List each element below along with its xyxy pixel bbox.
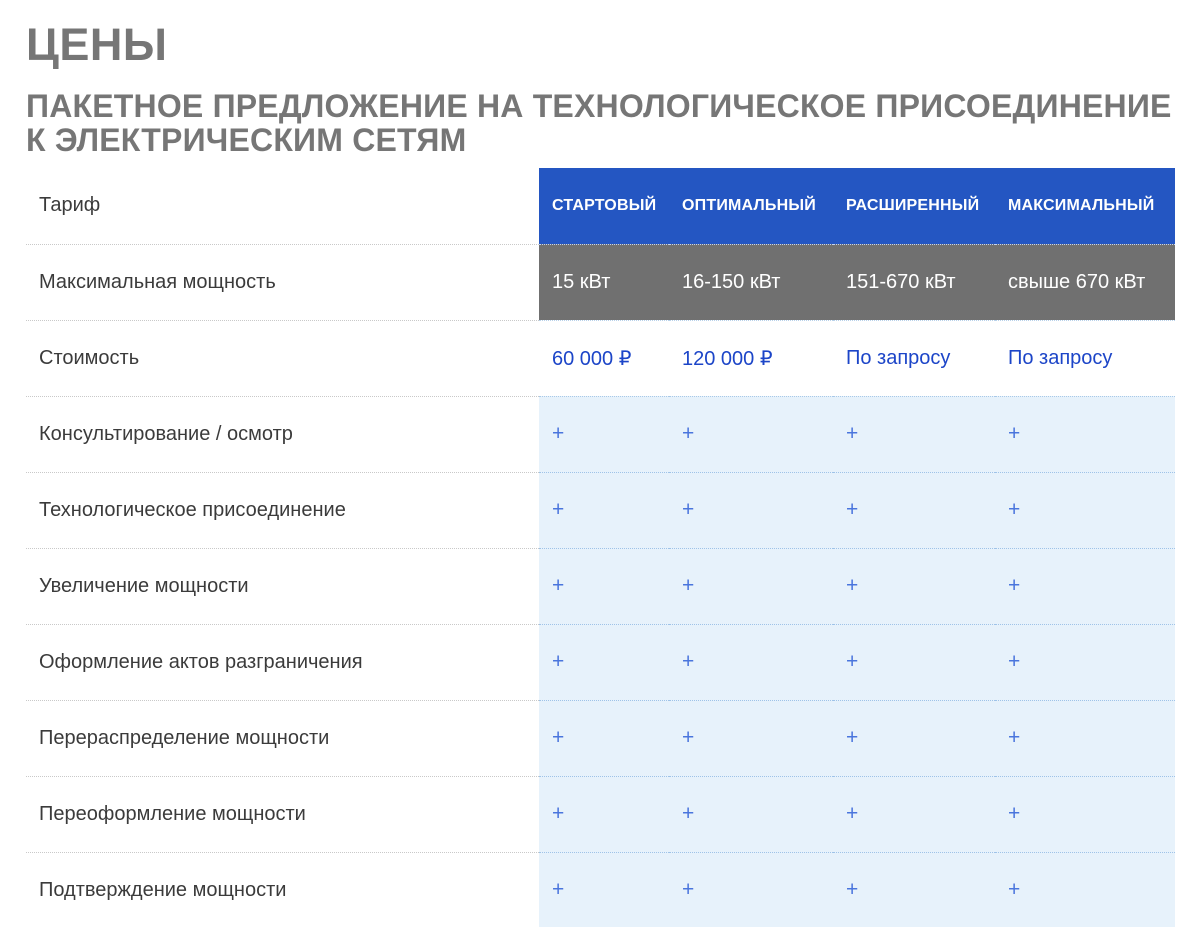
feature-plus-cell: +	[539, 624, 669, 701]
power-value-cell: 151-670 кВт	[833, 244, 995, 321]
price-value-cell: По запросу	[833, 320, 995, 397]
feature-row: Увеличение мощности + + + +	[26, 548, 1175, 625]
feature-row: Перераспределение мощности + + + +	[26, 700, 1175, 777]
feature-row: Консультирование / осмотр + + + +	[26, 396, 1175, 473]
feature-plus-cell: +	[995, 472, 1175, 549]
price-row: Стоимость 60 000 ₽ 120 000 ₽ По запросу …	[26, 320, 1175, 397]
feature-plus-cell: +	[833, 472, 995, 549]
feature-row: Технологическое присоединение + + + +	[26, 472, 1175, 549]
power-value-cell: 15 кВт	[539, 244, 669, 321]
feature-row: Переоформление мощности + + + +	[26, 776, 1175, 853]
pricing-table: Тариф СТАРТОВЫЙ ОПТИМАЛЬНЫЙ РАСШИРЕННЫЙ …	[26, 168, 1175, 927]
feature-plus-cell: +	[539, 700, 669, 777]
plan-header-optimalny: ОПТИМАЛЬНЫЙ	[669, 168, 833, 245]
max-power-row: Максимальная мощность 15 кВт 16-150 кВт …	[26, 244, 1175, 321]
price-value-cell: 120 000 ₽	[669, 320, 833, 397]
row-label-price: Стоимость	[26, 320, 539, 397]
feature-plus-cell: +	[833, 396, 995, 473]
feature-plus-cell: +	[995, 852, 1175, 927]
feature-plus-cell: +	[539, 396, 669, 473]
feature-plus-cell: +	[995, 776, 1175, 853]
feature-plus-cell: +	[995, 548, 1175, 625]
row-label-power-reissue: Переоформление мощности	[26, 776, 539, 853]
feature-plus-cell: +	[995, 624, 1175, 701]
row-label-consulting: Консультирование / осмотр	[26, 396, 539, 473]
feature-row: Оформление актов разграничения + + + +	[26, 624, 1175, 701]
row-label-delimitation-acts: Оформление актов разграничения	[26, 624, 539, 701]
price-value-cell: По запросу	[995, 320, 1175, 397]
feature-plus-cell: +	[669, 700, 833, 777]
row-label-power-redistribution: Перераспределение мощности	[26, 700, 539, 777]
feature-plus-cell: +	[833, 852, 995, 927]
feature-plus-cell: +	[669, 852, 833, 927]
row-label-power-increase: Увеличение мощности	[26, 548, 539, 625]
feature-plus-cell: +	[539, 852, 669, 927]
feature-plus-cell: +	[669, 472, 833, 549]
power-value-cell: 16-150 кВт	[669, 244, 833, 321]
feature-plus-cell: +	[539, 548, 669, 625]
page-subtitle-line-2: К ЭЛЕКТРИЧЕСКИМ СЕТЯМ	[26, 122, 467, 158]
row-label-tech-connection: Технологическое присоединение	[26, 472, 539, 549]
page-subtitle-line-1: ПАКЕТНОЕ ПРЕДЛОЖЕНИЕ НА ТЕХНОЛОГИЧЕСКОЕ …	[26, 88, 1172, 124]
feature-plus-cell: +	[669, 396, 833, 473]
feature-plus-cell: +	[833, 700, 995, 777]
feature-plus-cell: +	[833, 624, 995, 701]
page-subtitle: ПАКЕТНОЕ ПРЕДЛОЖЕНИЕ НА ТЕХНОЛОГИЧЕСКОЕ …	[26, 89, 1175, 157]
feature-row: Подтверждение мощности + + + +	[26, 852, 1175, 927]
feature-plus-cell: +	[833, 548, 995, 625]
price-value-cell: 60 000 ₽	[539, 320, 669, 397]
page-title: ЦЕНЫ	[26, 19, 168, 70]
row-label-power-confirmation: Подтверждение мощности	[26, 852, 539, 927]
feature-plus-cell: +	[539, 776, 669, 853]
corner-label-tariff: Тариф	[26, 168, 539, 245]
feature-plus-cell: +	[669, 548, 833, 625]
feature-plus-cell: +	[669, 776, 833, 853]
feature-plus-cell: +	[669, 624, 833, 701]
feature-plus-cell: +	[833, 776, 995, 853]
feature-plus-cell: +	[539, 472, 669, 549]
plan-header-row: Тариф СТАРТОВЫЙ ОПТИМАЛЬНЫЙ РАСШИРЕННЫЙ …	[26, 168, 1175, 245]
plan-header-rasshirenny: РАСШИРЕННЫЙ	[833, 168, 995, 245]
plan-header-maksimalny: МАКСИМАЛЬНЫЙ	[995, 168, 1175, 245]
row-label-max-power: Максимальная мощность	[26, 244, 539, 321]
power-value-cell: свыше 670 кВт	[995, 244, 1175, 321]
feature-plus-cell: +	[995, 396, 1175, 473]
feature-plus-cell: +	[995, 700, 1175, 777]
plan-header-startovy: СТАРТОВЫЙ	[539, 168, 669, 245]
